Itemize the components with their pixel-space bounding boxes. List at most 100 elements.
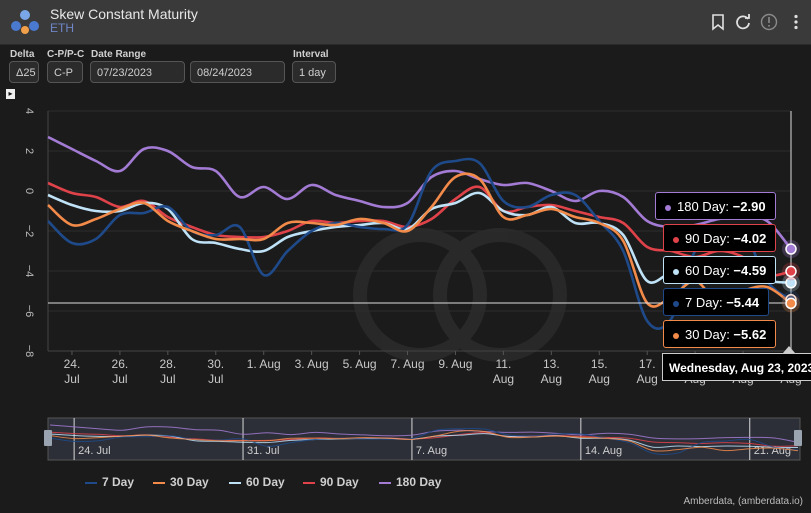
x-tick-label: Jul xyxy=(112,372,127,386)
tooltip-item: 180 Day: −2.90 xyxy=(655,192,776,220)
bookmark-icon[interactable] xyxy=(709,13,727,31)
expand-toggle-icon[interactable]: ▸ xyxy=(6,89,15,99)
interval-select[interactable]: 1 day xyxy=(292,61,336,83)
y-tick-label: −4 xyxy=(23,265,35,278)
page-title: Skew Constant Maturity xyxy=(50,6,198,22)
tooltip-item: 90 Day: −4.02 xyxy=(663,224,777,252)
legend-swatch xyxy=(229,481,241,484)
legend-label: 90 Day xyxy=(320,475,359,489)
asset-subtitle: ETH xyxy=(50,21,74,35)
navigator-series-line xyxy=(49,430,799,452)
date-range-label: Date Range xyxy=(91,49,147,60)
cp-label: C-P/P-C xyxy=(47,49,85,60)
y-tick-label: 4 xyxy=(23,108,35,114)
legend-swatch xyxy=(153,481,165,484)
x-tick-label: Jul xyxy=(160,372,175,386)
tooltip-dot xyxy=(665,204,671,211)
navigator-left-handle[interactable] xyxy=(44,430,52,446)
navigator-date-label: 14. Aug xyxy=(585,445,622,457)
series-line-7-day[interactable] xyxy=(47,157,792,330)
legend-label: 180 Day xyxy=(396,475,442,489)
legend-item-60-day[interactable]: 60 Day xyxy=(229,475,285,489)
tooltip-item: 30 Day: −5.62 xyxy=(663,320,777,348)
legend-item-30-day[interactable]: 30 Day xyxy=(153,475,209,489)
interval-label: Interval xyxy=(293,49,329,60)
x-tick-label: 1. Aug xyxy=(247,357,281,371)
x-tick-label: 26. xyxy=(112,357,129,371)
x-tick-label: 5. Aug xyxy=(343,357,377,371)
legend-item-180-day[interactable]: 180 Day xyxy=(379,475,441,489)
navigator-series-line xyxy=(49,424,799,443)
navigator-series-line xyxy=(49,431,799,447)
hover-point xyxy=(785,277,797,289)
navigator-right-handle[interactable] xyxy=(794,430,802,446)
y-tick-label: −6 xyxy=(23,305,35,318)
legend-swatch xyxy=(85,481,97,484)
x-tick-label: Aug xyxy=(493,372,514,386)
app-header: Skew Constant Maturity ETH xyxy=(0,0,811,45)
x-tick-label: Aug xyxy=(541,372,562,386)
tooltip-value: −5.62 xyxy=(733,327,767,342)
tooltip-arrow xyxy=(783,346,795,353)
legend-item-90-day[interactable]: 90 Day xyxy=(303,475,359,489)
x-tick-label: 13. xyxy=(543,357,560,371)
tooltip-label: 180 Day: xyxy=(677,199,733,214)
legend-item-7-day[interactable]: 7 Day xyxy=(85,475,134,489)
more-icon[interactable] xyxy=(787,13,805,31)
controls-bar: Delta Δ25 C-P/P-C C-P Date Range 07/23/2… xyxy=(0,46,811,88)
info-icon[interactable] xyxy=(760,13,778,31)
navigator-date-label: 7. Aug xyxy=(416,445,447,457)
tooltip-dot xyxy=(673,300,679,307)
x-tick-label: 30. xyxy=(207,357,224,371)
amberdata-logo-icon xyxy=(11,10,39,34)
navigator-date-label: 24. Jul xyxy=(78,445,110,457)
tooltip-label: 60 Day: xyxy=(685,263,734,278)
tooltip-value: −4.02 xyxy=(733,231,767,246)
legend-label: 30 Day xyxy=(170,475,209,489)
tooltip-label: 7 Day: xyxy=(685,295,727,310)
delta-select[interactable]: Δ25 xyxy=(9,61,39,83)
legend-label: 60 Day xyxy=(246,475,285,489)
x-tick-label: 11. xyxy=(495,357,511,371)
delta-label: Delta xyxy=(10,49,35,60)
hover-point xyxy=(785,243,797,255)
end-date-input[interactable]: 08/24/2023 xyxy=(190,61,285,83)
tooltip-dot xyxy=(673,268,679,275)
x-tick-label: Aug xyxy=(637,372,658,386)
x-tick-label: 7. Aug xyxy=(391,357,425,371)
tooltip-value: −4.59 xyxy=(733,263,767,278)
hover-point xyxy=(785,297,797,310)
tooltip-label: 90 Day: xyxy=(685,231,734,246)
hover-point xyxy=(785,265,797,278)
navigator-date-label: 31. Jul xyxy=(247,445,279,457)
x-tick-label: 24. xyxy=(64,357,81,371)
start-date-input[interactable]: 07/23/2023 xyxy=(90,61,185,83)
navigator-series-line xyxy=(49,427,799,456)
x-tick-label: Jul xyxy=(208,372,223,386)
credit-text: Amberdata, (amberdata.io) xyxy=(683,496,803,507)
tooltip-item: 7 Day: −5.44 xyxy=(663,288,770,316)
x-tick-label: Aug xyxy=(589,372,610,386)
tooltip-item: 60 Day: −4.59 xyxy=(663,256,777,284)
refresh-icon[interactable] xyxy=(734,13,752,31)
navigator[interactable]: 24. Jul 31. Jul 7. Aug 14. Aug 21. Aug xyxy=(0,415,811,463)
tooltip-dot xyxy=(673,332,679,339)
legend-swatch xyxy=(303,481,315,484)
x-tick-label: 15. xyxy=(591,357,608,371)
x-tick-label: 17. xyxy=(639,357,656,371)
x-tick-label: 3. Aug xyxy=(295,357,329,371)
watermark-logo-icon xyxy=(353,228,567,362)
legend-label: 7 Day xyxy=(102,475,135,489)
cp-select[interactable]: C-P xyxy=(47,61,83,83)
tooltip-label: 30 Day: xyxy=(685,327,734,342)
tooltip-dot xyxy=(673,236,679,243)
legend-swatch xyxy=(379,481,391,484)
x-tick-label: Jul xyxy=(64,372,79,386)
y-tick-label: −8 xyxy=(23,345,35,358)
tooltip-date: Wednesday, Aug 23, 2023 xyxy=(662,353,811,381)
x-tick-label: 28. xyxy=(159,357,176,371)
tooltip-value: −5.44 xyxy=(726,295,760,310)
y-tick-label: 0 xyxy=(23,188,35,194)
y-tick-label: 2 xyxy=(23,148,35,154)
y-tick-label: −2 xyxy=(23,225,35,238)
